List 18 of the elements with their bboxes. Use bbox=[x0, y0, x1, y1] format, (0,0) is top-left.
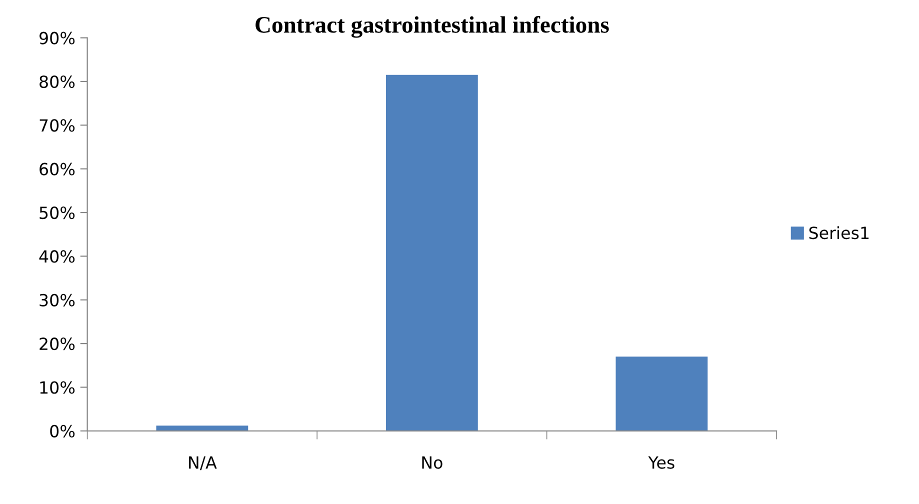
y-tick-label: 90% bbox=[40, 32, 75, 44]
bar bbox=[156, 426, 248, 431]
y-tick-label: 80% bbox=[40, 75, 75, 88]
y-tick-label: 50% bbox=[40, 206, 75, 220]
y-tick-label: 10% bbox=[40, 381, 75, 394]
x-tick-label: N/A bbox=[189, 456, 217, 470]
y-tick-label: 60% bbox=[40, 162, 75, 176]
chart-title: Contract gastrointestinal infections bbox=[256, 16, 609, 38]
y-tick-label: 20% bbox=[40, 338, 75, 350]
y-tick-label: 40% bbox=[39, 250, 75, 263]
bar bbox=[616, 356, 708, 431]
y-tick-label: 70% bbox=[40, 119, 75, 132]
legend-label: Series1 bbox=[809, 226, 869, 240]
y-tick-label: 30% bbox=[40, 294, 75, 306]
x-tick-label: Yes bbox=[648, 456, 674, 469]
x-tick-label: No bbox=[422, 456, 442, 469]
bar bbox=[386, 74, 478, 431]
y-tick-label: 0% bbox=[50, 424, 75, 438]
